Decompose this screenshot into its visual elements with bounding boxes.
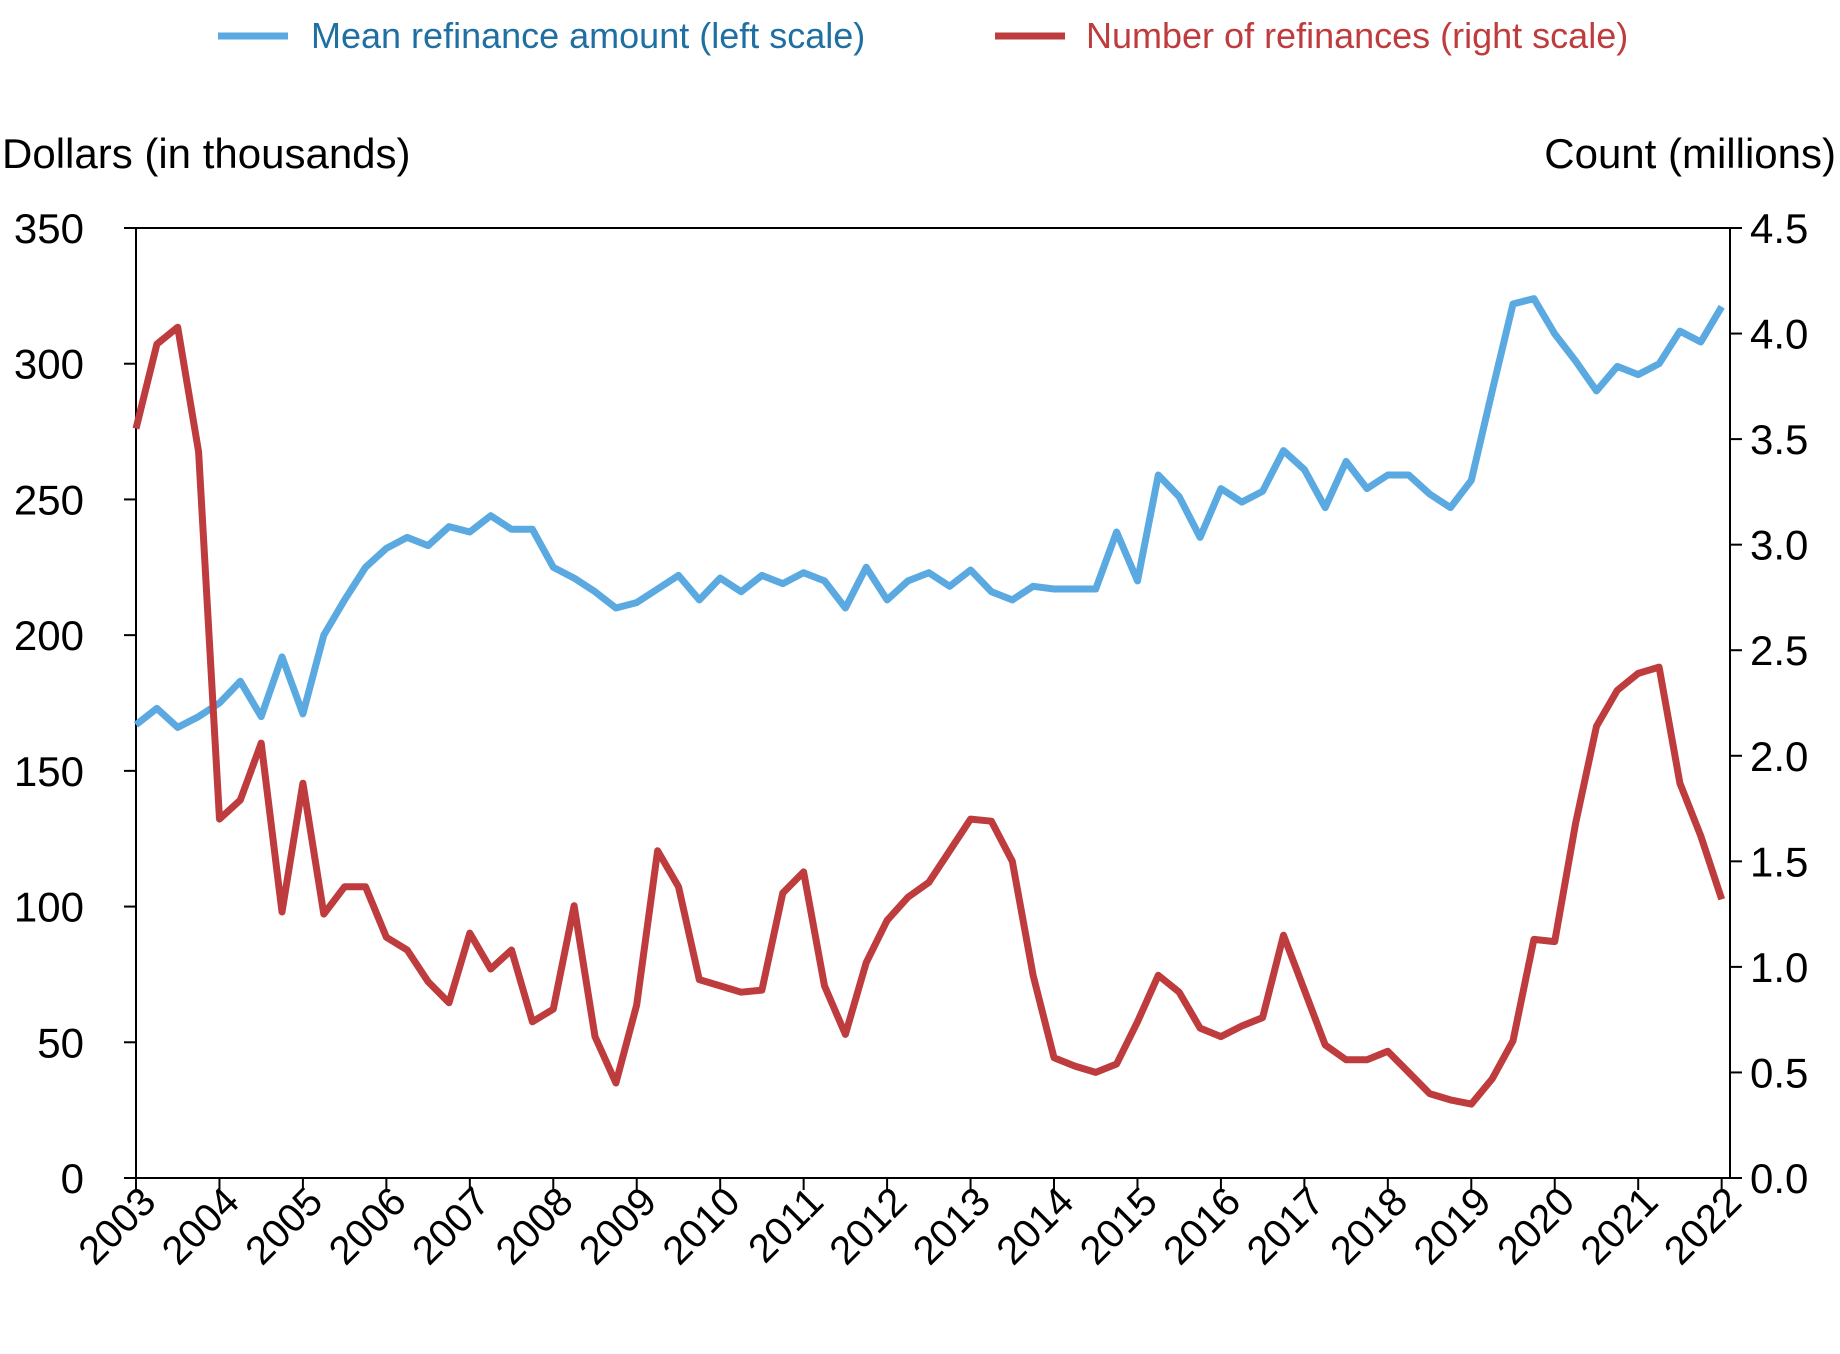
x-tick-label: 2015 — [1072, 1179, 1166, 1273]
y-right-tick-label: 3.5 — [1750, 416, 1808, 463]
x-tick-label: 2021 — [1573, 1179, 1667, 1273]
x-ticks: 2003200420052006200720082009201020112012… — [70, 1178, 1750, 1273]
y-right-tick-label: 3.0 — [1750, 522, 1808, 569]
x-tick-label: 2004 — [154, 1179, 248, 1273]
x-tick-label: 2020 — [1489, 1179, 1583, 1273]
y-right-tick-label: 2.0 — [1750, 733, 1808, 780]
x-tick-label: 2003 — [70, 1179, 164, 1273]
x-tick-label: 2017 — [1239, 1179, 1333, 1273]
x-tick-label: 2006 — [321, 1179, 415, 1273]
y-left-tick-label: 250 — [14, 476, 84, 523]
series-lines — [132, 295, 1726, 1108]
x-tick-label: 2010 — [655, 1179, 749, 1273]
y-left-tick-label: 200 — [14, 612, 84, 659]
y-left-tick-label: 0 — [61, 1155, 84, 1202]
x-tick-label: 2008 — [488, 1179, 582, 1273]
y-right-tick-label: 1.5 — [1750, 838, 1808, 885]
y-left-tick-label: 150 — [14, 748, 84, 795]
y-right-tick-label: 4.5 — [1750, 205, 1808, 252]
legend-label-number-refinances: Number of refinances (right scale) — [1086, 15, 1628, 56]
y-left-tick-label: 100 — [14, 884, 84, 931]
x-tick-label: 2012 — [821, 1179, 915, 1273]
y-right-tick-label: 2.5 — [1750, 627, 1808, 674]
series-line-mean-refinance-amount — [133, 295, 1725, 731]
legend: Mean refinance amount (left scale) Numbe… — [218, 15, 1628, 56]
x-tick-label: 2022 — [1656, 1179, 1750, 1273]
x-tick-label: 2016 — [1155, 1179, 1249, 1273]
y-left-tick-label: 300 — [14, 341, 84, 388]
y-right-ticks: 0.0 0.5 1.0 1.5 2.0 2.5 3.0 3.5 4.0 4.5 — [1730, 205, 1808, 1202]
x-tick-label: 2013 — [905, 1179, 999, 1273]
y-right-tick-label: 1.0 — [1750, 944, 1808, 991]
y-left-ticks: 0 50 100 150 200 250 300 350 — [14, 205, 136, 1202]
y-right-tick-label: 4.0 — [1750, 311, 1808, 358]
y-left-axis-title: Dollars (in thousands) — [2, 130, 411, 177]
x-tick-label: 2011 — [740, 1179, 832, 1271]
x-tick-label: 2018 — [1322, 1179, 1416, 1273]
y-left-tick-label: 50 — [37, 1019, 84, 1066]
x-tick-label: 2014 — [988, 1179, 1082, 1273]
y-right-tick-label: 0.0 — [1750, 1155, 1808, 1202]
y-left-tick-label: 350 — [14, 205, 84, 252]
x-tick-label: 2005 — [237, 1179, 331, 1273]
x-tick-label: 2007 — [404, 1179, 498, 1273]
series-line-number-of-refinances — [132, 323, 1726, 1108]
x-tick-label: 2019 — [1406, 1179, 1500, 1273]
plot-area — [135, 227, 1731, 1179]
y-right-tick-label: 0.5 — [1750, 1049, 1808, 1096]
x-tick-label: 2009 — [571, 1179, 665, 1273]
legend-label-mean-amount: Mean refinance amount (left scale) — [311, 15, 865, 56]
y-right-axis-title: Count (millions) — [1544, 130, 1836, 177]
